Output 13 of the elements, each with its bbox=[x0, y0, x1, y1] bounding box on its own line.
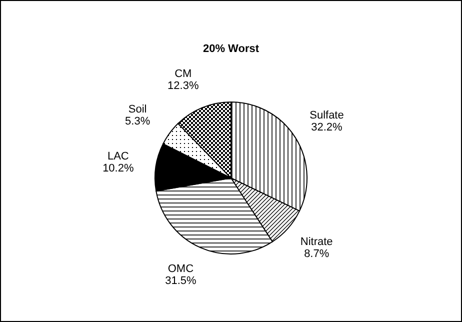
slice-label: Sulfate bbox=[310, 110, 344, 122]
slice-label: Soil bbox=[128, 103, 147, 116]
slice-label: CM bbox=[174, 68, 192, 80]
slice-label: Nitrate bbox=[300, 236, 333, 248]
chart-title: 20% Worst bbox=[202, 43, 260, 55]
data-label: 5.3% bbox=[125, 115, 150, 128]
data-label: 31.5% bbox=[165, 275, 196, 288]
data-label: 10.2% bbox=[102, 162, 134, 174]
data-label: 8.7% bbox=[304, 248, 330, 260]
slice-label: LAC bbox=[107, 150, 129, 162]
slice-label: OMC bbox=[168, 263, 194, 276]
data-label: 32.2% bbox=[311, 122, 343, 134]
data-label: 12.3% bbox=[168, 80, 199, 92]
